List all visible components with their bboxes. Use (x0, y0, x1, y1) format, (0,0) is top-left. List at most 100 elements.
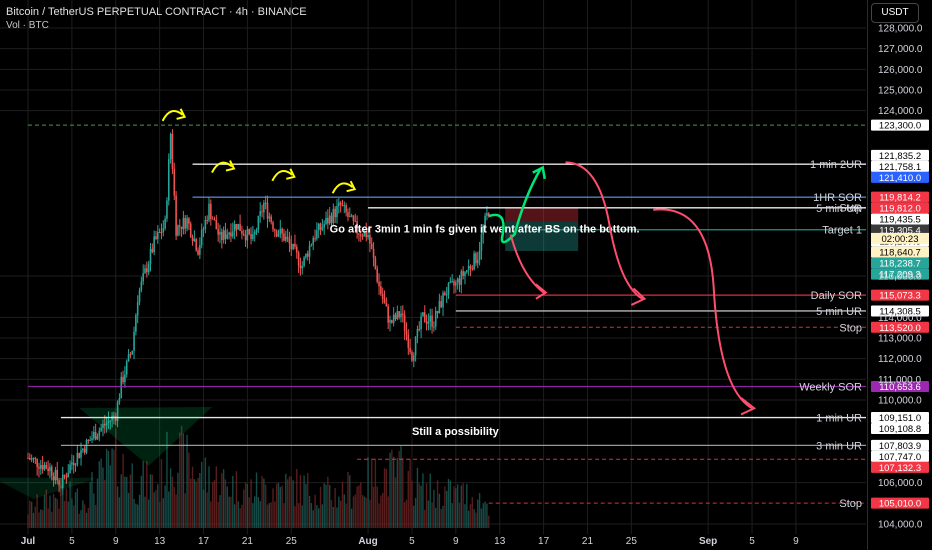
candle (456, 278, 459, 283)
volume-bar (213, 480, 216, 528)
candle (317, 223, 320, 231)
candle (177, 225, 179, 236)
candle (36, 458, 38, 467)
volume-bar (301, 505, 303, 528)
volume-bar (314, 494, 316, 528)
candle (30, 458, 33, 460)
candle (164, 218, 166, 229)
candle (403, 315, 406, 331)
candle (208, 203, 210, 221)
candle (447, 283, 450, 295)
volume-bar (394, 477, 397, 528)
volume-bar (190, 478, 192, 528)
volume-bar (305, 484, 307, 528)
volume-bar (367, 457, 369, 528)
candle (217, 229, 219, 235)
candle (32, 458, 35, 460)
volume-bar (266, 504, 269, 528)
volume-bar (334, 488, 336, 528)
candle (467, 266, 470, 271)
volume-bar (149, 474, 152, 528)
volume-bar (391, 449, 393, 528)
volume-bar (217, 501, 219, 528)
volume-bar (52, 493, 55, 528)
red-arrow-3-head (740, 397, 757, 416)
volume-bar (116, 486, 119, 528)
candle (47, 468, 49, 472)
candle (316, 230, 318, 239)
green-triangle-large (79, 406, 213, 466)
volume-bar (360, 482, 362, 528)
candle (61, 474, 64, 489)
candle (376, 268, 379, 282)
volume-bar (374, 458, 377, 528)
candle (378, 281, 380, 287)
level-label: Stop (839, 203, 862, 215)
volume-bar (173, 486, 175, 528)
red-arrow-2-head (630, 287, 647, 306)
volume-bar (462, 483, 464, 528)
candle (252, 234, 254, 239)
volume-bar (389, 452, 391, 528)
price-tag-label: 107,132.3 (879, 463, 921, 474)
price-tag-bg (871, 257, 929, 269)
candle (431, 315, 433, 327)
candle (98, 430, 101, 437)
candle (436, 311, 439, 314)
currency-selector[interactable]: USDT (871, 3, 919, 23)
volume-bar (243, 489, 245, 528)
candle (233, 224, 236, 232)
candle (411, 352, 413, 361)
candle (405, 330, 408, 335)
candle (277, 234, 280, 237)
candle (394, 314, 397, 319)
volume-bar (422, 473, 424, 528)
countdown-label: 02:00:23 (882, 234, 919, 245)
candle (372, 248, 375, 258)
candle (257, 215, 260, 231)
level-label: 1HR SOR (813, 192, 862, 204)
candle (398, 311, 400, 318)
volume-bar (444, 486, 446, 528)
volume-bar (179, 432, 181, 528)
candle (215, 220, 218, 230)
candle (83, 448, 86, 453)
candle (358, 233, 360, 235)
candle (295, 246, 298, 253)
candle (184, 217, 187, 229)
volume-bar (350, 508, 353, 528)
candle (381, 293, 384, 300)
price-tag-label: 119,814.2 (879, 193, 921, 204)
candle (202, 228, 205, 230)
volume-bar (237, 501, 239, 528)
candle (261, 211, 263, 213)
candle (299, 265, 302, 269)
candle (440, 301, 443, 308)
y-tick-label: 113,000.0 (878, 334, 922, 345)
volume-bar (169, 468, 172, 528)
candle (241, 230, 243, 234)
yellow-arrow (161, 110, 184, 122)
candle (327, 217, 329, 224)
candle (102, 424, 104, 428)
candle (180, 226, 183, 230)
y-tick-label: 114,000.0 (878, 313, 922, 324)
price-tag-bg (871, 268, 929, 280)
volume-bar (49, 495, 51, 528)
candle (284, 236, 287, 241)
price-tag-bg (871, 305, 929, 317)
x-tick-label: 17 (198, 536, 210, 547)
candle (469, 266, 472, 269)
volume-bar (98, 461, 101, 528)
candle (226, 234, 229, 239)
volume-bar (349, 475, 351, 528)
volume-bar (41, 510, 44, 528)
candle (343, 205, 346, 207)
price-tag-label: 114,308.5 (879, 306, 921, 317)
volume-bar (270, 502, 272, 528)
candle (380, 286, 382, 294)
volume-bar (239, 508, 241, 528)
candle (78, 452, 80, 458)
price-tag-bg (871, 191, 929, 203)
